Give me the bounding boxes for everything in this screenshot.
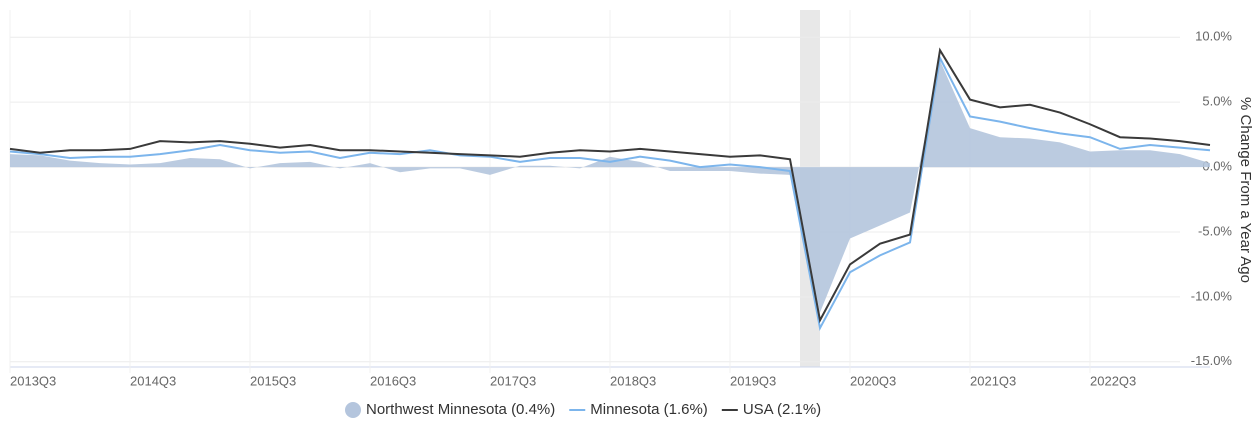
y-tick-label: -15.0% [1191,353,1233,368]
y-axis-label: % Change From a Year Ago [1237,97,1254,283]
x-tick-label: 2013Q3 [10,373,56,388]
x-tick-label: 2022Q3 [1090,373,1136,388]
y-tick-label: 10.0% [1195,29,1232,44]
y-tick-label: -10.0% [1191,288,1233,303]
x-tick-label: 2019Q3 [730,373,776,388]
legend-label: USA (2.1%) [743,401,821,418]
legend-swatch [345,402,361,418]
y-tick-label: 5.0% [1202,94,1232,109]
x-tick-label: 2021Q3 [970,373,1016,388]
line [9,47,1211,324]
x-tick-label: 2020Q3 [850,373,896,388]
x-tick-label: 2015Q3 [250,373,296,388]
legend-label: Minnesota (1.6%) [590,401,708,418]
x-tick-label: 2016Q3 [370,373,416,388]
y-tick-label: 0.0% [1202,159,1232,174]
x-tick-label: 2017Q3 [490,373,536,388]
legend-label: Northwest Minnesota (0.4%) [366,401,555,418]
x-tick-label: 2014Q3 [130,373,176,388]
line [9,54,1211,332]
y-tick-label: -5.0% [1198,223,1232,238]
x-tick-label: 2018Q3 [610,373,656,388]
